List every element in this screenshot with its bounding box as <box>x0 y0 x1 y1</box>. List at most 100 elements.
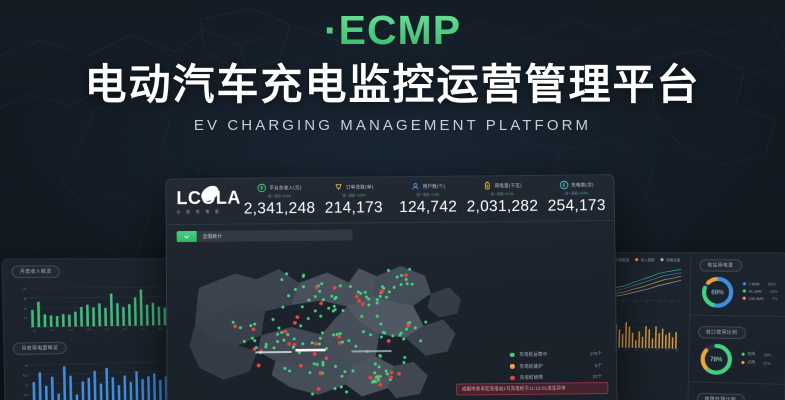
kpi-users[interactable]: 用户数(个) 较一周前 +1.9% 124,742 <box>391 182 466 218</box>
ecmp-logo: ·ECMP <box>0 7 785 53</box>
kpi-delta-value: +4.1% <box>504 192 514 197</box>
legend-row-maintenance[interactable]: 充电桩维护 6个 <box>509 362 603 370</box>
kpi-delta-prefix: 较一周前 <box>416 192 430 197</box>
series-dot <box>740 360 745 365</box>
series-label: 空闲 <box>747 351 756 357</box>
kpi-value: 214,173 <box>324 199 383 217</box>
kpi-value: 254,173 <box>547 197 606 215</box>
kpi-delta-value: +3.6% <box>578 191 588 196</box>
order-icon <box>334 183 343 192</box>
legend-row-operating[interactable]: 充电桩运营中 176个 <box>509 351 602 358</box>
page-title: 电动汽车充电监控运营管理平台 <box>84 61 701 109</box>
donut-percent-2: 78% <box>710 357 723 364</box>
svg-text:54: 54 <box>25 364 29 368</box>
svg-text:27: 27 <box>25 384 29 388</box>
kpi-delta: 较一周前 +3.2% <box>242 193 316 199</box>
kpi-power[interactable]: 用电量(千瓦) 较一周前 +4.1% 2,031,282 <box>465 181 540 217</box>
hero-block: ·ECMP 电动汽车充电监控运营管理平台 EV CHARGING MANAGEM… <box>0 7 785 135</box>
svg-text:05: 05 <box>635 302 637 304</box>
status-dot-ok <box>509 352 515 358</box>
svg-text:08月: 08月 <box>158 326 163 330</box>
svg-text:64: 64 <box>23 287 27 291</box>
series-value: 22% <box>763 360 772 366</box>
donut-row: 空闲 78% <box>741 352 771 358</box>
svg-text:07月: 07月 <box>655 348 659 351</box>
status-dot-error <box>509 375 515 381</box>
svg-text:06月: 06月 <box>122 327 127 331</box>
kpi-delta: 较一周前 +2.8% <box>317 192 391 198</box>
kpi-value: 124,742 <box>399 198 458 217</box>
dashboard-header: LCOLA 小 桔 充 电 桩 平台总收入(元) 较一周前 +3.2% 2,34… <box>166 175 615 226</box>
svg-text:32: 32 <box>24 306 28 310</box>
status-dot-warn <box>509 364 515 369</box>
page-subtitle: EV CHARGING MANAGEMENT PLATFORM <box>193 117 592 135</box>
svg-text:16: 16 <box>24 316 28 320</box>
kpi-orders[interactable]: 订单总数(单) 较一周前 +2.8% 214,173 <box>316 182 391 218</box>
charge-icon <box>559 181 568 190</box>
kpi-delta: 较一周前 +4.1% <box>465 191 539 197</box>
series-dot <box>741 352 745 356</box>
alert-banner[interactable]: 成都市青羊区充电站1号充电桩于11:12:01发生异常 <box>455 382 609 396</box>
svg-text:08月: 08月 <box>665 349 669 352</box>
svg-text:02月: 02月 <box>50 328 55 332</box>
svg-text:07: 07 <box>659 302 661 304</box>
legend-count: 37个 <box>592 374 603 380</box>
donut-row: 占用 22% <box>740 360 772 366</box>
svg-text:03月: 03月 <box>68 328 73 332</box>
donut-block-1[interactable]: 69% 7.6kW 69% 41.1kW 24% 130.4kW 7% <box>690 272 785 312</box>
legend-row-fault[interactable]: 充电桩故障 37个 <box>509 374 603 381</box>
legend-label: 订单数量 <box>615 258 630 263</box>
svg-text:48: 48 <box>24 297 28 301</box>
alert-text: 成都市青羊区充电站1号充电桩于11:12:01发生异常 <box>462 385 566 392</box>
brand-name: LCOLA <box>176 182 242 208</box>
series-label: 7.6kW <box>748 281 760 286</box>
svg-text:03月: 03月 <box>615 348 619 351</box>
kpi-charges[interactable]: 充电数(次) 较一周前 +3.6% 254,173 <box>539 180 614 216</box>
svg-text:04月: 04月 <box>625 348 629 351</box>
region-filter[interactable]: 全国统计 <box>176 229 353 243</box>
series-value: 7% <box>772 296 778 301</box>
legend-dot <box>660 258 664 262</box>
kpi-delta-prefix: 较一周前 <box>565 191 578 196</box>
svg-text:40.5: 40.5 <box>23 374 29 378</box>
main-dashboard-card[interactable]: LCOLA 小 桔 充 电 桩 平台总收入(元) 较一周前 +3.2% 2,34… <box>165 174 618 400</box>
user-icon <box>411 182 420 191</box>
series-value: 69% <box>768 281 776 287</box>
kpi-delta-value: +3.2% <box>281 194 291 199</box>
series-dot <box>742 289 746 293</box>
kpi-delta-prefix: 较一周前 <box>268 194 281 199</box>
kpi-revenue[interactable]: 平台总收入(元) 较一周前 +3.2% 2,341,248 <box>242 183 317 219</box>
kpi-label: 用户数(个) <box>422 183 446 189</box>
kpi-label: 平台总收入(元) <box>269 184 302 190</box>
series-dot <box>742 282 746 286</box>
right-card-title-2: 桩口使用比例 <box>697 326 746 340</box>
svg-text:04月: 04月 <box>86 327 91 331</box>
donut-block-2[interactable]: 78% 空闲 78% 占用 22% <box>689 338 785 380</box>
chevron-down-icon[interactable] <box>176 230 197 243</box>
legend-count: 6个 <box>594 362 603 368</box>
kpi-value: 2,031,282 <box>466 197 539 216</box>
svg-text:09月: 09月 <box>675 349 679 352</box>
series-value: 78% <box>763 352 772 357</box>
kpi-label: 充电数(次) <box>571 181 594 187</box>
kpi-delta-prefix: 较一周前 <box>342 193 356 198</box>
svg-text:08: 08 <box>671 302 673 304</box>
kpi-delta-prefix: 较一周前 <box>490 192 504 197</box>
svg-text:04: 04 <box>623 302 625 304</box>
map-body[interactable]: 充电桩运营中 176个 充电桩维护 6个 充电桩故障 37个 成都市青羊区充电站… <box>167 238 617 400</box>
china-map[interactable] <box>187 237 489 400</box>
battery-icon <box>482 181 491 190</box>
kpi-delta-value: +2.8% <box>355 193 366 198</box>
kpi-delta: 较一周前 +3.6% <box>539 190 613 196</box>
kpi-delta: 较一周前 +1.9% <box>391 191 465 197</box>
legend-item: 用电总量 <box>660 257 681 262</box>
legend-count: 176个 <box>589 351 602 357</box>
legend-dot <box>635 258 639 262</box>
revenue-icon <box>257 183 267 193</box>
series-label: 占用 <box>747 360 755 365</box>
region-filter-label: 全国统计 <box>202 233 223 239</box>
donut-row: 130.4kW 7% <box>742 296 778 301</box>
series-label: 130.4kW <box>748 296 764 301</box>
svg-text:07月: 07月 <box>140 326 145 330</box>
kpi-delta-value: +1.9% <box>430 192 440 197</box>
